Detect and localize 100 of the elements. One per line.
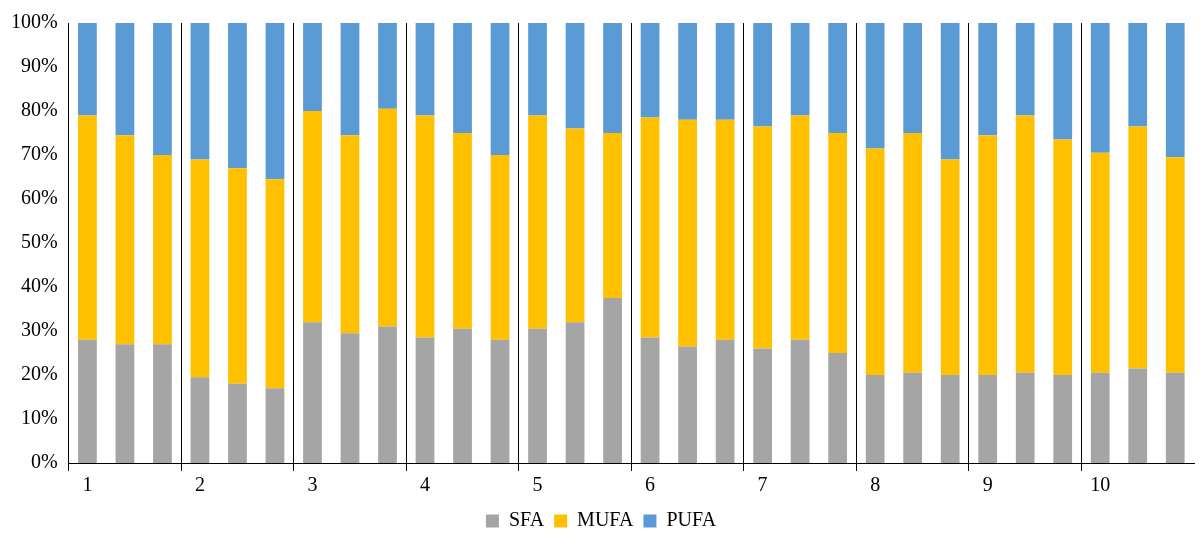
bar (153, 23, 172, 155)
bar (115, 344, 135, 463)
bar (1128, 368, 1148, 463)
bar (678, 346, 697, 463)
bar (1090, 152, 1110, 373)
bar (490, 339, 510, 463)
bar (865, 23, 885, 149)
bar (228, 168, 247, 384)
legend-label: PUFA (666, 508, 717, 531)
bar (603, 133, 622, 298)
y-tick-label: 60% (20, 186, 58, 209)
bar (1090, 23, 1110, 153)
bar (153, 344, 172, 463)
bar (603, 23, 622, 133)
bar (790, 23, 810, 116)
bar (978, 135, 998, 375)
x-tick-label: 7 (757, 473, 768, 496)
bar (303, 111, 322, 323)
bar (378, 23, 397, 109)
bar (1128, 23, 1148, 127)
bar (490, 23, 510, 155)
bar (1090, 372, 1110, 463)
bar (1165, 372, 1185, 463)
y-tick-label: 90% (20, 54, 58, 77)
bar (940, 159, 960, 375)
bar (1165, 157, 1185, 373)
bar (678, 119, 697, 347)
bar (528, 115, 547, 329)
bar (490, 155, 510, 340)
bar (640, 23, 660, 118)
y-tick-label: 40% (20, 274, 58, 297)
bar (190, 23, 210, 160)
y-tick-label: 100% (10, 10, 58, 33)
bar (715, 23, 735, 120)
bar (265, 179, 285, 389)
bar (715, 119, 735, 340)
bar (415, 23, 435, 116)
bar (78, 115, 97, 340)
x-tick-label: 9 (982, 473, 993, 496)
y-tick-label: 70% (20, 142, 58, 165)
x-tick-label: 4 (420, 473, 431, 496)
bar (565, 128, 585, 323)
bar (678, 23, 697, 120)
bar (1053, 23, 1073, 140)
bar (153, 155, 172, 345)
bar (378, 326, 397, 463)
bar (640, 117, 660, 338)
bar (865, 148, 885, 375)
bar (115, 135, 135, 345)
bar (828, 353, 848, 463)
bar (115, 23, 135, 136)
bar (1165, 23, 1185, 158)
bar (790, 339, 810, 463)
bar (415, 337, 435, 463)
bar (190, 159, 210, 378)
x-tick-label: 6 (645, 473, 656, 496)
bar (640, 337, 660, 463)
bar (565, 23, 585, 129)
bar (1015, 115, 1035, 373)
legend-label: SFA (508, 508, 545, 531)
bar (753, 126, 772, 349)
y-tick-label: 10% (20, 406, 58, 429)
bar (303, 23, 322, 111)
bar (265, 23, 285, 180)
bar (1053, 375, 1073, 463)
bar (453, 328, 472, 463)
bar (753, 23, 772, 127)
bar (1053, 139, 1073, 375)
bar (940, 375, 960, 463)
y-tick-label: 30% (20, 318, 58, 341)
bar (940, 23, 960, 160)
bar (528, 23, 547, 116)
bar (528, 328, 547, 463)
bar (978, 23, 998, 136)
x-tick-label: 1 (82, 473, 93, 496)
bar (828, 133, 848, 353)
bar (228, 383, 247, 463)
y-tick-label: 20% (20, 362, 58, 385)
bar (228, 23, 247, 169)
bar (603, 298, 622, 463)
y-tick-label: 0% (30, 450, 58, 473)
bar (715, 339, 735, 463)
bar (340, 23, 360, 136)
bar (265, 388, 285, 463)
bar (903, 372, 923, 463)
bar (828, 23, 848, 133)
bar (378, 108, 397, 327)
bar (903, 133, 923, 373)
bar (565, 322, 585, 463)
bar (1015, 372, 1035, 463)
bar (78, 339, 97, 463)
bar (78, 23, 97, 116)
bar (453, 23, 472, 133)
x-tick-label: 3 (307, 473, 318, 496)
x-tick-label: 10 (1090, 473, 1111, 496)
y-tick-label: 80% (20, 98, 58, 121)
bar (340, 135, 360, 334)
bar (903, 23, 923, 133)
bar (1015, 23, 1035, 116)
x-tick-label: 5 (532, 473, 543, 496)
